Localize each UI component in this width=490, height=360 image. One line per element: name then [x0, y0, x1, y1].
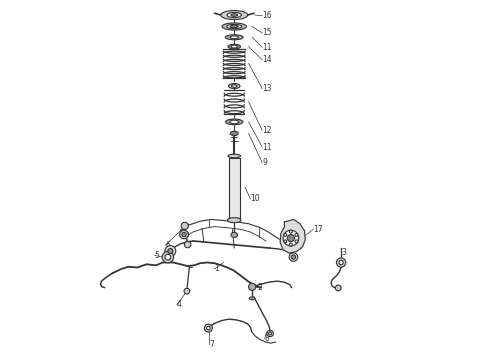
Circle shape: [287, 234, 294, 242]
Text: 17: 17: [313, 225, 323, 234]
Circle shape: [248, 283, 256, 291]
Polygon shape: [280, 220, 305, 253]
Circle shape: [295, 233, 298, 236]
Circle shape: [165, 246, 176, 256]
Text: 14: 14: [262, 55, 272, 64]
Ellipse shape: [230, 36, 238, 39]
Ellipse shape: [249, 297, 255, 300]
Ellipse shape: [231, 45, 238, 48]
Ellipse shape: [222, 23, 246, 30]
Circle shape: [269, 332, 271, 335]
Ellipse shape: [225, 35, 243, 40]
Ellipse shape: [227, 24, 242, 29]
Circle shape: [335, 285, 341, 291]
Text: 8: 8: [265, 334, 270, 343]
Circle shape: [207, 326, 210, 330]
Circle shape: [184, 288, 190, 294]
Text: 10: 10: [250, 194, 260, 203]
Text: 7: 7: [209, 340, 214, 349]
Circle shape: [168, 248, 173, 253]
Text: 5: 5: [155, 251, 160, 260]
Text: 4: 4: [177, 300, 182, 309]
Circle shape: [295, 240, 298, 243]
Ellipse shape: [231, 232, 238, 237]
Ellipse shape: [232, 85, 237, 87]
Text: 13: 13: [262, 84, 272, 93]
Ellipse shape: [225, 119, 243, 125]
Text: 2: 2: [258, 283, 262, 292]
Ellipse shape: [231, 14, 238, 16]
Ellipse shape: [230, 120, 239, 124]
Ellipse shape: [228, 44, 241, 49]
Circle shape: [180, 230, 188, 239]
Text: 11: 11: [262, 143, 272, 152]
Text: 6: 6: [166, 241, 170, 250]
Circle shape: [291, 255, 295, 259]
Ellipse shape: [227, 218, 241, 223]
Circle shape: [289, 253, 298, 261]
Ellipse shape: [228, 154, 241, 158]
Text: 3: 3: [342, 248, 347, 257]
Circle shape: [337, 258, 346, 267]
Circle shape: [267, 330, 273, 337]
Ellipse shape: [230, 25, 238, 28]
Circle shape: [204, 324, 212, 332]
Circle shape: [283, 230, 299, 246]
Text: 1: 1: [215, 265, 219, 274]
Text: 12: 12: [262, 126, 272, 135]
Text: 11: 11: [262, 43, 272, 52]
Circle shape: [181, 222, 188, 229]
Text: 9: 9: [262, 158, 267, 167]
Circle shape: [184, 241, 191, 248]
Circle shape: [290, 230, 293, 233]
Circle shape: [284, 233, 287, 236]
Bar: [228, 158, 240, 218]
Ellipse shape: [228, 84, 240, 89]
Circle shape: [182, 232, 186, 237]
Text: 15: 15: [262, 28, 272, 37]
Circle shape: [165, 254, 171, 260]
Ellipse shape: [221, 10, 247, 19]
Circle shape: [290, 243, 293, 246]
Circle shape: [284, 240, 287, 243]
Ellipse shape: [230, 131, 238, 135]
Circle shape: [162, 251, 173, 263]
Ellipse shape: [227, 13, 242, 18]
Circle shape: [339, 260, 343, 265]
Text: 16: 16: [262, 11, 272, 20]
